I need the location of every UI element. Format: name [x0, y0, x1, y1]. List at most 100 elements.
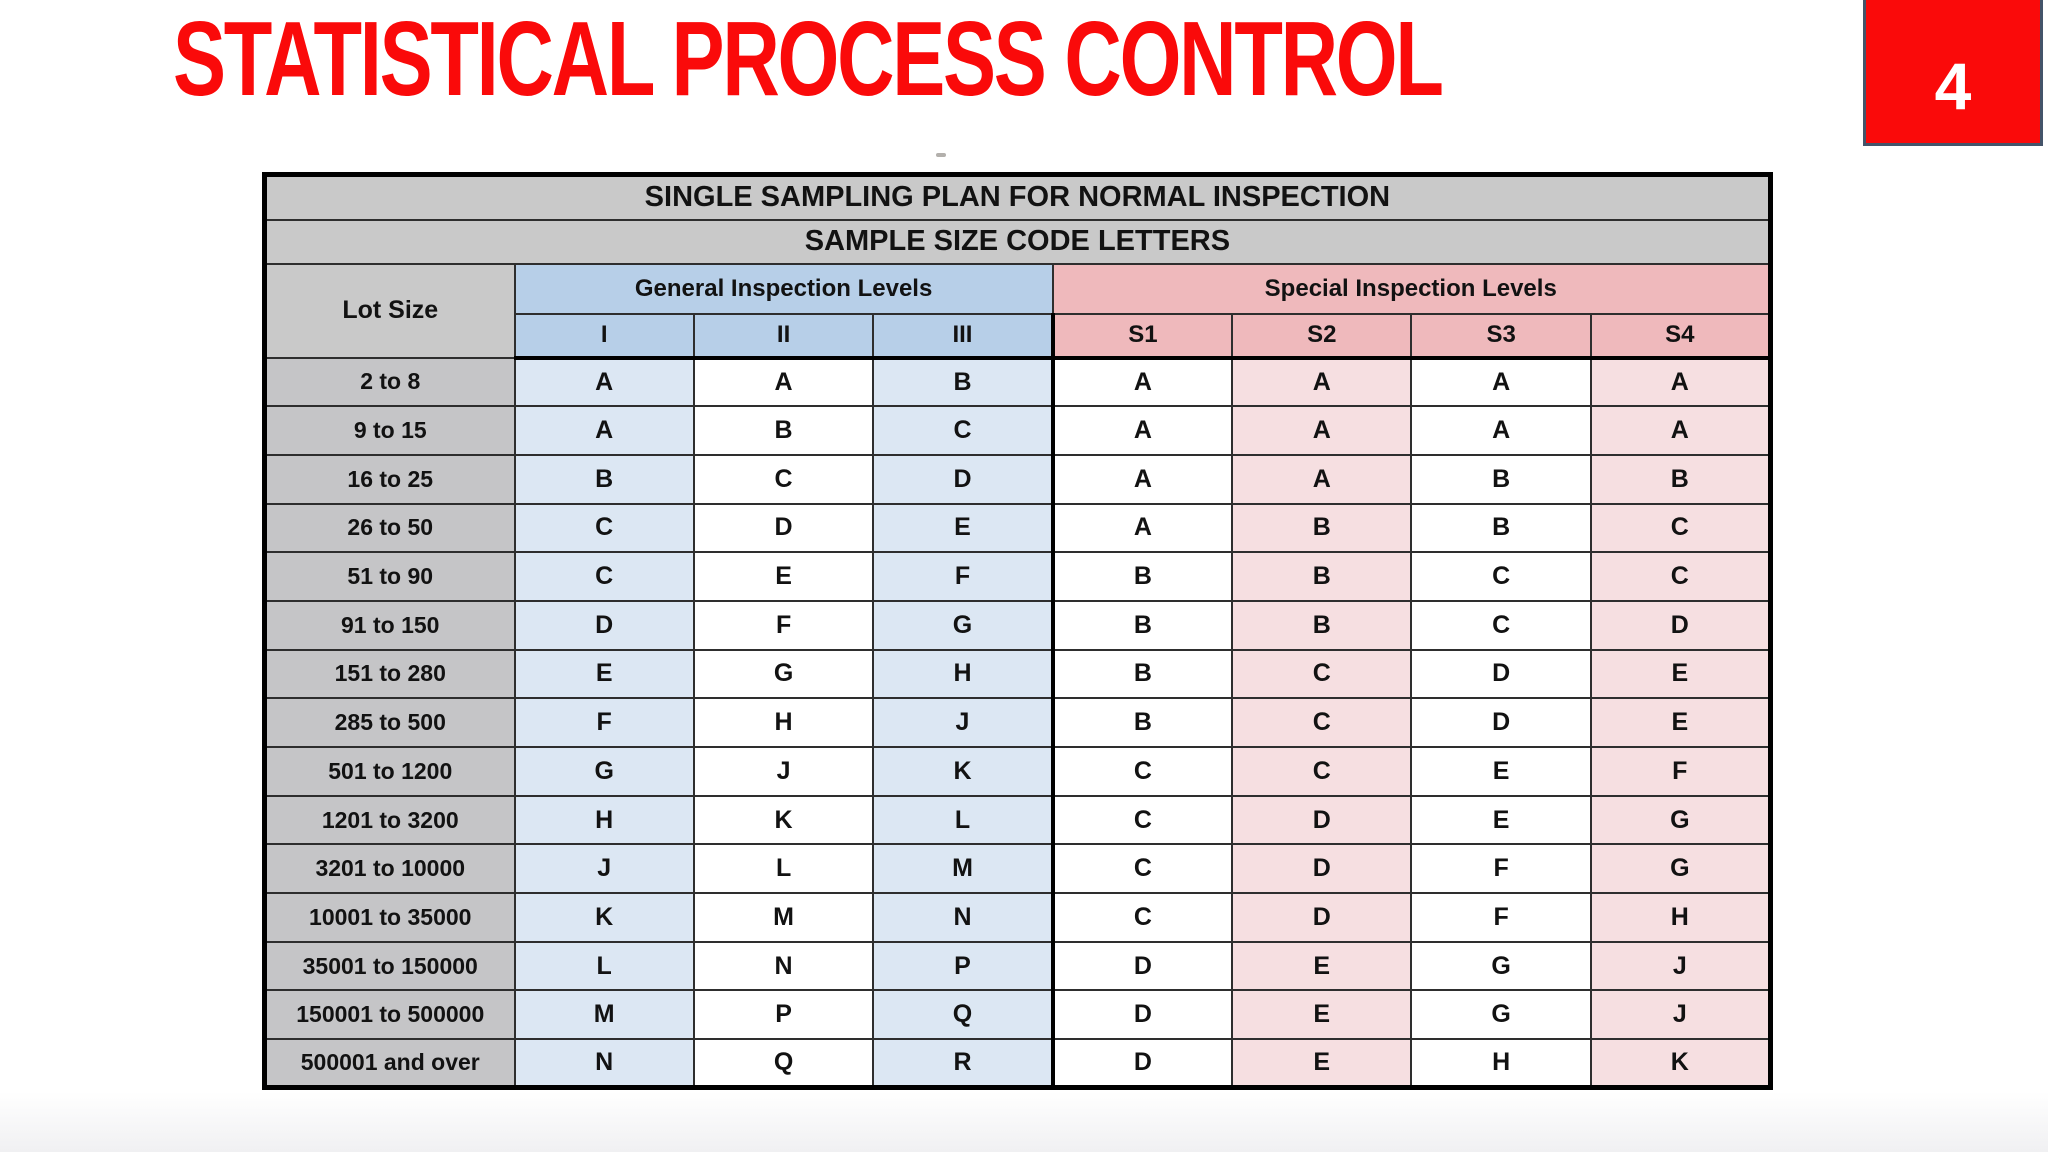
code-cell-s2: D — [1231, 843, 1413, 895]
code-cell-s4: E — [1589, 697, 1772, 748]
table-row: 151 to 280 E G H B C D E — [263, 648, 1772, 700]
code-cell-s1: D — [1051, 940, 1234, 992]
lot-size-cell: 91 to 150 — [263, 599, 516, 651]
code-cell-general-2: K — [692, 794, 875, 846]
lot-size-cell: 150001 to 500000 — [263, 989, 516, 1041]
code-cell-s3: B — [1410, 453, 1592, 505]
code-cell-s4: K — [1589, 1038, 1772, 1089]
code-cell-general-3: F — [872, 551, 1055, 602]
lot-size-cell: 1201 to 3200 — [263, 794, 516, 846]
code-cell-general-2: J — [692, 746, 875, 797]
code-cell-s4: G — [1589, 794, 1772, 846]
group-header-row: Lot Size General Inspection Levels Speci… — [263, 262, 1772, 359]
code-cell-general-2: D — [692, 502, 875, 554]
code-cell-general-2: A — [692, 356, 875, 408]
col-header-level-3: III — [872, 312, 1055, 360]
lot-size-cell: 26 to 50 — [263, 502, 516, 554]
code-cell-s2: C — [1231, 697, 1413, 748]
code-cell-s1: B — [1051, 551, 1234, 602]
code-cell-general-2: C — [692, 453, 875, 505]
code-cell-general-3: H — [872, 648, 1055, 700]
table-row: 91 to 150 D F G B B C D — [263, 599, 1772, 651]
code-cell-general-1: F — [513, 697, 695, 748]
code-cell-general-3: B — [872, 356, 1055, 408]
code-cell-general-3: N — [872, 892, 1055, 943]
code-cell-general-3: Q — [872, 989, 1055, 1041]
code-cell-s2: C — [1231, 648, 1413, 700]
code-cell-general-2: F — [692, 599, 875, 651]
code-cell-general-2: L — [692, 843, 875, 895]
page-title: STATISTICAL PROCESS CONTROL — [173, 0, 1444, 118]
code-cell-s1: A — [1051, 502, 1234, 554]
lot-size-cell: 500001 and over — [263, 1038, 516, 1089]
table-title-row: SINGLE SAMPLING PLAN FOR NORMAL INSPECTI… — [263, 173, 1772, 221]
code-cell-s4: C — [1589, 502, 1772, 554]
code-cell-general-1: J — [513, 843, 695, 895]
code-cell-general-1: G — [513, 746, 695, 797]
code-cell-s3: A — [1410, 356, 1592, 408]
code-cell-s1: D — [1051, 1038, 1234, 1089]
code-cell-general-1: M — [513, 989, 695, 1041]
lot-size-cell: 3201 to 10000 — [263, 843, 516, 895]
code-cell-s3: B — [1410, 502, 1592, 554]
code-cell-s4: D — [1589, 599, 1772, 651]
table-row: 150001 to 500000 M P Q D E G J — [263, 989, 1772, 1041]
code-cell-general-3: K — [872, 746, 1055, 797]
code-cell-s4: C — [1589, 551, 1772, 602]
code-cell-s1: D — [1051, 989, 1234, 1041]
code-cell-s1: A — [1051, 356, 1234, 408]
code-cell-s1: B — [1051, 648, 1234, 700]
code-cell-s2: B — [1231, 599, 1413, 651]
table-row: 9 to 15 A B C A A A A — [263, 405, 1772, 456]
code-cell-general-2: G — [692, 648, 875, 700]
code-cell-general-3: G — [872, 599, 1055, 651]
table-row: 51 to 90 C E F B B C C — [263, 551, 1772, 602]
code-cell-general-1: C — [513, 551, 695, 602]
code-cell-general-3: R — [872, 1038, 1055, 1089]
code-cell-general-1: L — [513, 940, 695, 992]
table-body: 2 to 8 A A B A A A A 9 to 15 A B C A A A… — [263, 356, 1772, 1089]
code-cell-s3: F — [1410, 843, 1592, 895]
code-cell-s3: G — [1410, 940, 1592, 992]
code-cell-s4: E — [1589, 648, 1772, 700]
table-row: 1201 to 3200 H K L C D E G — [263, 794, 1772, 846]
code-cell-general-2: P — [692, 989, 875, 1041]
code-cell-general-2: N — [692, 940, 875, 992]
bottom-fade — [0, 1092, 2048, 1152]
table-row: 2 to 8 A A B A A A A — [263, 356, 1772, 408]
table-row: 3201 to 10000 J L M C D F G — [263, 843, 1772, 895]
code-cell-s3: G — [1410, 989, 1592, 1041]
code-cell-s1: C — [1051, 892, 1234, 943]
code-cell-s1: A — [1051, 453, 1234, 505]
code-cell-s3: E — [1410, 746, 1592, 797]
level-header-row: I II III S1 S2 S3 S4 — [265, 312, 1772, 360]
code-cell-general-2: Q — [692, 1038, 875, 1089]
code-cell-s3: A — [1410, 405, 1592, 456]
code-cell-general-1: A — [513, 405, 695, 456]
code-cell-s2: B — [1231, 502, 1413, 554]
code-cell-s4: B — [1589, 453, 1772, 505]
code-cell-general-2: M — [692, 892, 875, 943]
code-cell-general-1: A — [513, 356, 695, 408]
code-cell-s4: J — [1589, 940, 1772, 992]
lot-size-header: Lot Size — [263, 262, 516, 359]
lot-size-cell: 10001 to 35000 — [263, 892, 516, 943]
table-row: 500001 and over N Q R D E H K — [263, 1038, 1772, 1089]
lot-size-cell: 501 to 1200 — [263, 746, 516, 797]
code-cell-general-1: N — [513, 1038, 695, 1089]
sampling-plan-table: SINGLE SAMPLING PLAN FOR NORMAL INSPECTI… — [262, 172, 1773, 1091]
table-subtitle-row: SAMPLE SIZE CODE LETTERS — [263, 218, 1772, 265]
code-cell-general-2: B — [692, 405, 875, 456]
code-cell-s3: H — [1410, 1038, 1592, 1089]
code-cell-s1: B — [1051, 599, 1234, 651]
lot-size-cell: 151 to 280 — [263, 648, 516, 700]
code-cell-s4: A — [1589, 405, 1772, 456]
code-cell-s3: C — [1410, 551, 1592, 602]
code-cell-s2: D — [1231, 892, 1413, 943]
code-cell-s1: C — [1051, 843, 1234, 895]
table-row: 501 to 1200 G J K C C E F — [263, 746, 1772, 797]
code-cell-s2: A — [1231, 356, 1413, 408]
code-cell-s4: A — [1589, 356, 1772, 408]
code-cell-s2: D — [1231, 794, 1413, 846]
